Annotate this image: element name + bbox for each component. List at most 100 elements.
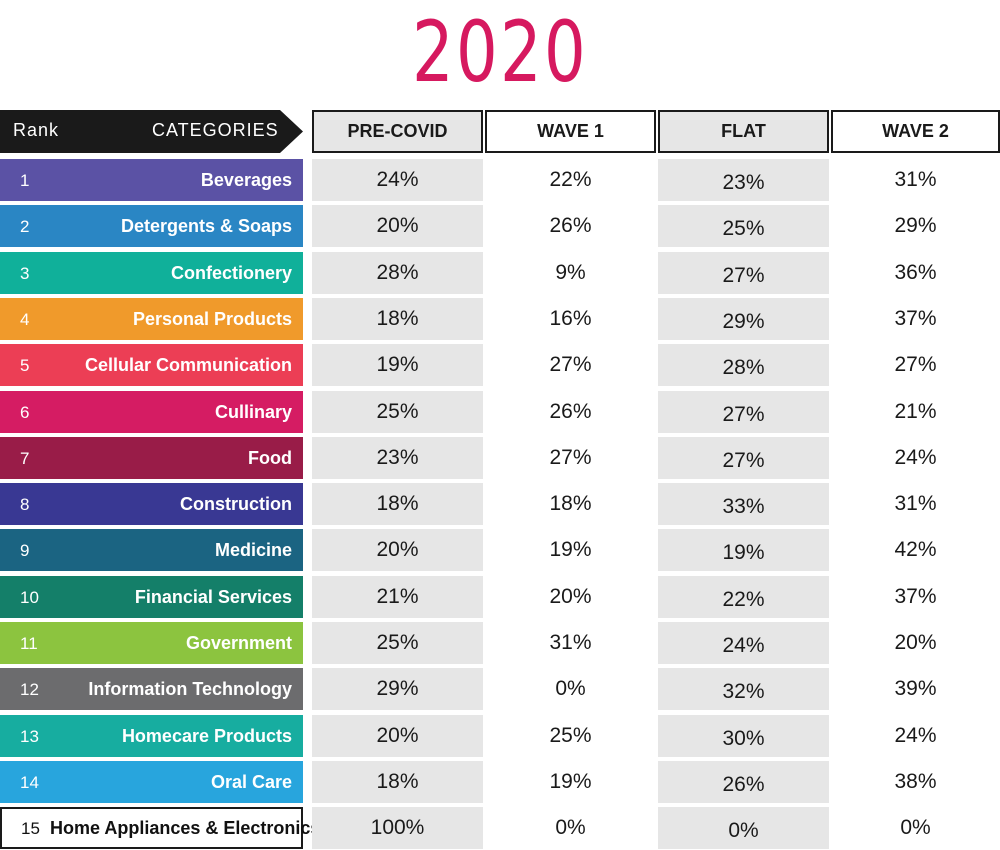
category-name: Construction [180, 494, 292, 514]
category-name: Financial Services [134, 587, 292, 607]
value-cell: 24% [312, 159, 483, 201]
value-cell: 31% [894, 492, 937, 515]
category-name: Medicine [214, 540, 292, 560]
value-cell: 20% [312, 715, 483, 757]
category-row-1: 1 Beverages [0, 159, 303, 201]
category-row-13: 13 Homecare Products [0, 715, 303, 757]
column-header-wave-2: WAVE 2 [831, 110, 1000, 153]
rank-number: 6 [20, 403, 30, 422]
column-header-pre-covid: PRE-COVID [312, 110, 483, 153]
category-name: Oral Care [210, 772, 292, 792]
category-name: Home Appliances & Electronics [50, 818, 321, 838]
rank-number: 7 [20, 449, 30, 468]
rank-header: Rank [13, 120, 60, 140]
category-name: Government [185, 633, 292, 653]
rank-number: 9 [20, 541, 30, 560]
value-cell: 20% [894, 631, 937, 654]
value-cell: 30% [658, 715, 829, 757]
category-name: Cellular Communication [84, 355, 292, 375]
value-cell: 24% [894, 446, 937, 469]
value-cell: 32% [658, 668, 829, 710]
value-cell: 27% [658, 252, 829, 294]
value-cell: 25% [658, 205, 829, 247]
category-row-11: 11 Government [0, 622, 303, 664]
value-cell: 19% [549, 538, 592, 561]
value-cell: 27% [658, 437, 829, 479]
value-cell: 38% [894, 770, 937, 793]
category-row-10: 10 Financial Services [0, 576, 303, 618]
category-name: Personal Products [132, 309, 292, 329]
value-cell: 20% [312, 205, 483, 247]
categories-header: CATEGORIES [152, 120, 279, 140]
value-cell: 29% [658, 298, 829, 340]
rank-number: 2 [20, 217, 30, 236]
rank-number: 5 [20, 356, 30, 375]
rank-number: 13 [20, 727, 39, 746]
value-cell: 20% [549, 585, 592, 608]
value-cell: 37% [894, 585, 937, 608]
value-cell: 27% [549, 446, 592, 469]
value-cell: 27% [894, 353, 937, 376]
value-cell: 26% [549, 214, 592, 237]
category-name: Cullinary [214, 402, 292, 422]
value-cell: 19% [312, 344, 483, 386]
value-cell: 22% [549, 168, 592, 191]
value-cell: 21% [894, 400, 937, 423]
category-row-4: 4 Personal Products [0, 298, 303, 340]
value-cell: 25% [549, 724, 592, 747]
value-cell: 31% [894, 168, 937, 191]
value-cell: 33% [658, 483, 829, 525]
category-name: Beverages [200, 170, 292, 190]
rank-number: 1 [20, 171, 30, 190]
value-cell: 19% [549, 770, 592, 793]
value-cell: 25% [312, 391, 483, 433]
category-row-7: 7 Food [0, 437, 303, 479]
value-cell: 39% [894, 677, 937, 700]
category-name: Confectionery [170, 263, 292, 283]
value-cell: 0% [555, 677, 586, 700]
value-cell: 29% [894, 214, 937, 237]
value-cell: 18% [312, 483, 483, 525]
category-row-2: 2 Detergents & Soaps [0, 205, 303, 247]
value-cell: 37% [894, 307, 937, 330]
category-row-14: 14 Oral Care [0, 761, 303, 803]
value-cell: 26% [549, 400, 592, 423]
value-cell: 42% [894, 538, 937, 561]
value-cell: 16% [549, 307, 592, 330]
value-cell: 18% [549, 492, 592, 515]
value-cell: 27% [549, 353, 592, 376]
category-row-8: 8 Construction [0, 483, 303, 525]
category-name: Information Technology [88, 679, 292, 699]
rank-number: 4 [20, 310, 30, 329]
value-cell: 26% [658, 761, 829, 803]
category-name: Food [248, 448, 292, 468]
rank-number: 12 [20, 680, 39, 699]
value-cell: 20% [312, 529, 483, 571]
header-arrow: Rank CATEGORIES [0, 110, 303, 153]
value-cell: 0% [555, 816, 586, 839]
value-cell: 18% [312, 298, 483, 340]
category-row-15: 15 Home Appliances & Electronics [0, 807, 320, 849]
value-cell: 0% [658, 807, 829, 849]
value-cell: 25% [312, 622, 483, 664]
value-cell: 21% [312, 576, 483, 618]
value-cell: 22% [658, 576, 829, 618]
value-cell: 0% [900, 816, 931, 839]
value-cell: 29% [312, 668, 483, 710]
value-cell: 24% [658, 622, 829, 664]
rank-number: 15 [21, 819, 40, 838]
value-cell: 23% [658, 159, 829, 201]
value-cell: 24% [894, 724, 937, 747]
column-header-wave-1: WAVE 1 [485, 110, 656, 153]
category-name: Detergents & Soaps [120, 216, 292, 236]
rank-number: 14 [20, 773, 39, 792]
category-row-6: 6 Cullinary [0, 391, 303, 433]
value-cell: 9% [555, 261, 586, 284]
chart-title: 2020 [411, 3, 589, 101]
rank-number: 8 [20, 495, 30, 514]
rank-number: 3 [20, 264, 30, 283]
value-cell: 23% [312, 437, 483, 479]
rank-number: 11 [20, 634, 38, 653]
value-cell: 28% [312, 252, 483, 294]
column-header-flat: FLAT [658, 110, 829, 153]
